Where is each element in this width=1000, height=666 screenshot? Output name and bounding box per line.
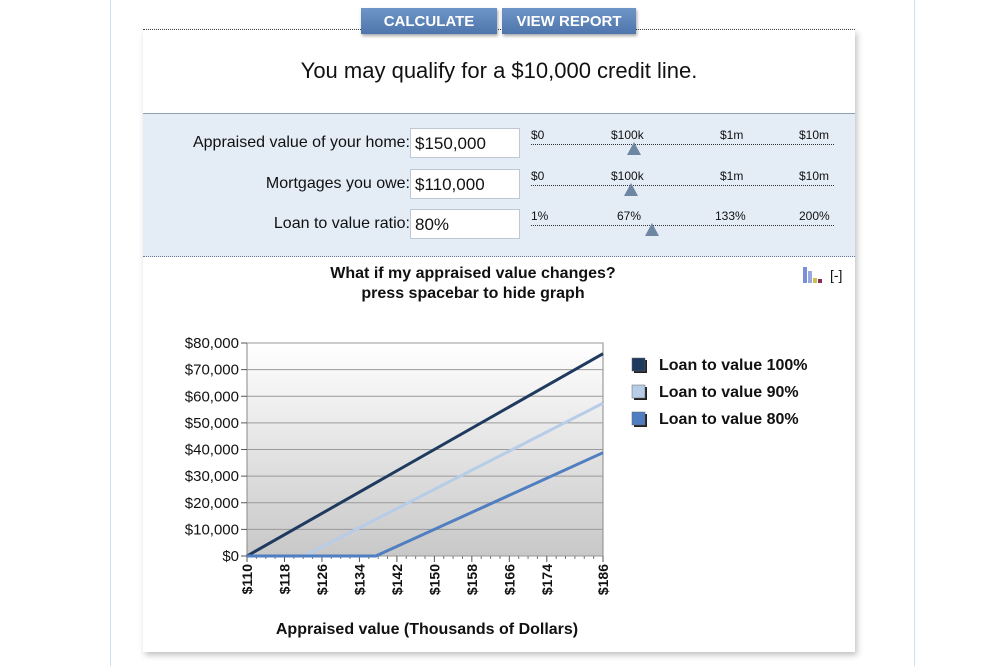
bar-chart-icon[interactable]: [803, 267, 825, 283]
mortgages-row: Mortgages you owe: $110,000 $0 $100k $1m…: [143, 169, 855, 201]
graph-title: What if my appraised value changes? pres…: [293, 264, 653, 304]
x-tick-label: $158: [464, 564, 480, 595]
slider-thumb[interactable]: [627, 142, 642, 155]
x-tick-label: $150: [426, 564, 442, 595]
slider-tick: $10m: [799, 169, 830, 183]
slider-ticks: $0 $100k $1m $10m: [531, 128, 834, 142]
ltv-slider[interactable]: 1% 67% 133% 200%: [531, 209, 834, 241]
x-axis-label: Appraised value (Thousands of Dollars): [276, 621, 578, 638]
series-line: [247, 451, 604, 558]
slider-tick: $1m: [720, 169, 744, 183]
y-tick-label: $10,000: [185, 521, 239, 538]
page-border-left: [110, 0, 111, 666]
mortgages-slider[interactable]: $0 $100k $1m $10m: [531, 169, 834, 201]
legend-swatch: [631, 384, 646, 399]
home-value-row: Appraised value of your home: $150,000 $…: [143, 128, 855, 160]
y-tick-label: $0: [222, 548, 239, 565]
x-tick-label: $186: [595, 564, 611, 595]
slider-track[interactable]: [531, 185, 834, 186]
mortgages-input[interactable]: $110,000: [410, 169, 520, 199]
home-value-label: Appraised value of your home:: [192, 134, 410, 151]
page-border-right: [914, 0, 915, 666]
graph-title-line1: What if my appraised value changes?: [330, 265, 616, 282]
slider-tick: $10m: [799, 128, 830, 142]
y-tick-label: $70,000: [185, 362, 239, 379]
x-tick-label: $142: [389, 564, 405, 595]
mortgages-label: Mortgages you owe:: [265, 175, 410, 192]
ltv-row: Loan to value ratio: 80% 1% 67% 133% 200…: [143, 209, 855, 241]
x-tick-label: $118: [276, 564, 292, 595]
slider-track[interactable]: [531, 144, 834, 145]
slider-tick: $100k: [611, 128, 644, 142]
calculator-panel: You may qualify for a $10,000 credit lin…: [143, 30, 855, 652]
x-tick-label: $134: [351, 564, 367, 595]
slider-tick: $1m: [720, 128, 744, 142]
slider-tick: 200%: [799, 209, 830, 223]
home-value-input[interactable]: $150,000: [410, 128, 520, 158]
slider-tick: 133%: [715, 209, 746, 223]
slider-thumb[interactable]: [623, 183, 638, 196]
slider-ticks: $0 $100k $1m $10m: [531, 169, 834, 183]
slider-track[interactable]: [531, 225, 834, 226]
graph-hint: press spacebar to hide graph: [361, 285, 585, 302]
y-tick-label: $30,000: [185, 468, 239, 485]
appraisal-chart: $0 $10,000 $20,000 $30,000 $40,000 $50,000 $60…: [185, 335, 808, 638]
toolbar: [143, 8, 855, 34]
home-value-slider[interactable]: $0 $100k $1m $10m: [531, 128, 834, 160]
series-line: [246, 352, 604, 558]
legend-label: Loan to value 80%: [659, 411, 799, 428]
slider-tick: 1%: [531, 209, 549, 223]
y-tick-label: $60,000: [185, 388, 239, 405]
legend-swatch: [631, 411, 646, 426]
y-tick-label: $20,000: [185, 495, 239, 512]
legend-swatch: [631, 357, 646, 372]
x-tick-label: $126: [314, 564, 330, 595]
qualify-result: You may qualify for a $10,000 credit lin…: [300, 58, 698, 83]
slider-ticks: 1% 67% 133% 200%: [531, 209, 834, 223]
y-tick-label: $50,000: [185, 415, 239, 432]
inputs-section: Appraised value of your home: $150,000 $…: [143, 113, 855, 257]
calculate-button[interactable]: CALCULATE: [361, 8, 497, 34]
x-tick-label: $166: [501, 564, 517, 595]
slider-tick: $0: [531, 128, 545, 142]
toolbar-divider: [143, 29, 855, 30]
slider-tick: 67%: [617, 209, 642, 223]
hide-graph-toggle[interactable]: [-]: [830, 267, 843, 283]
legend-label: Loan to value 90%: [659, 384, 799, 401]
slider-thumb[interactable]: [645, 223, 660, 236]
y-tick-label: $40,000: [185, 442, 239, 459]
slider-tick: $0: [531, 169, 545, 183]
ltv-label: Loan to value ratio:: [273, 215, 410, 232]
view-report-button[interactable]: VIEW REPORT: [502, 8, 636, 34]
legend-label: Loan to value 100%: [659, 357, 808, 374]
y-tick-label: $80,000: [185, 335, 239, 352]
ltv-input[interactable]: 80%: [410, 209, 520, 239]
x-tick-label: $174: [539, 564, 555, 595]
slider-tick: $100k: [611, 169, 644, 183]
x-tick-label: $110: [239, 564, 255, 595]
